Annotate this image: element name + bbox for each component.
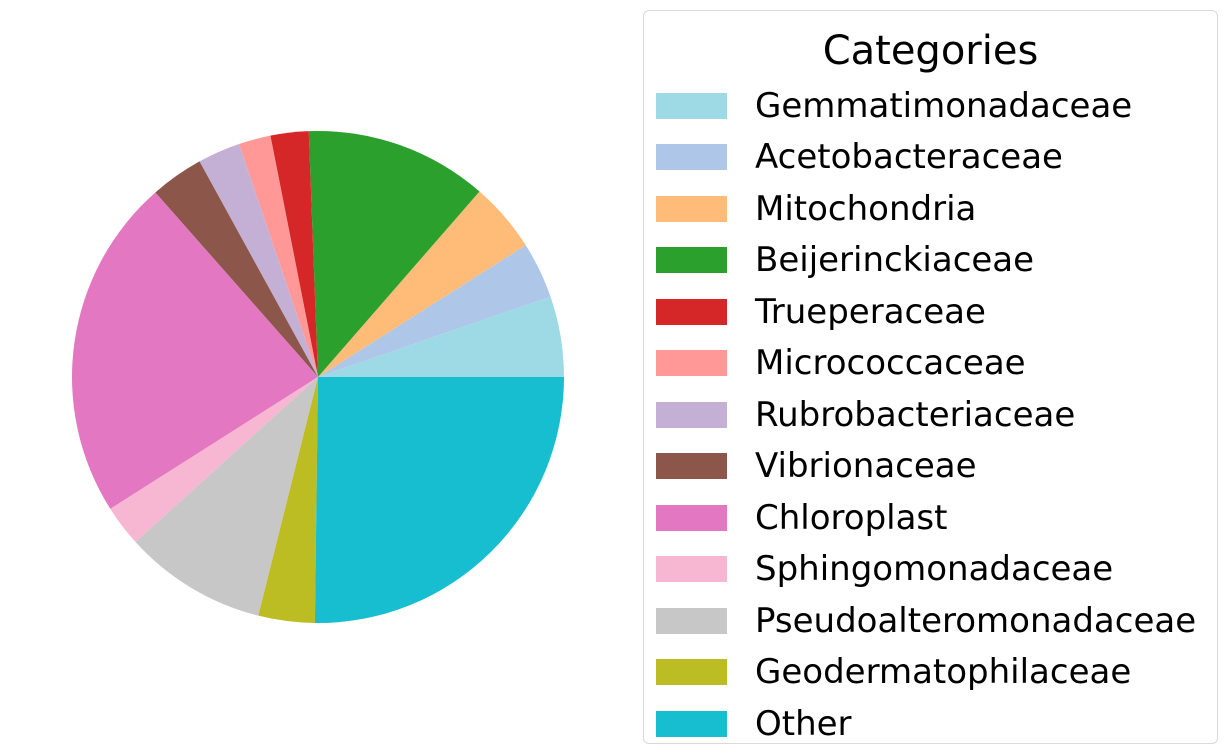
legend-items: Gemmatimonadaceae Acetobacteraceae Mitocho… [656,80,1196,750]
pie-slice-pseudoalteromonadaceae [135,377,318,616]
legend-item-gemmatimonadaceae: Gemmatimonadaceae [656,80,1196,132]
legend-label: Beijerinckiaceae [755,240,1035,281]
legend-item-rubrobacteriaceae: Rubrobacteriaceae [656,389,1196,441]
legend-swatch [656,298,727,325]
legend-swatch [656,92,727,119]
legend-swatch [656,556,727,583]
pie-slice-geodermatophilaceae [258,377,318,623]
legend-item-chloroplast: Chloroplast [656,492,1196,544]
legend-swatch [656,195,727,222]
legend-item-micrococcaceae: Micrococcaceae [656,338,1196,390]
legend-swatch [656,144,727,171]
legend-item-sphingomonadaceae: Sphingomonadaceae [656,544,1196,596]
legend-item-pseudoalteromonadaceae: Pseudoalteromonadaceae [656,595,1196,647]
legend-label: Acetobacteraceae [755,137,1063,178]
legend-swatch [656,247,727,274]
pie-slice-gemmatimonadaceae [318,296,564,377]
legend-label: Micrococcaceae [755,343,1026,384]
pie-slice-acetobacteraceae [318,245,551,377]
pie-slice-beijerinckiaceae [308,131,480,377]
legend-title: Categories [822,28,1039,74]
legend-swatch [656,504,727,531]
legend: Categories Gemmatimonadaceae Acetobactera… [643,10,1218,744]
pie-slice-chloroplast [71,192,318,509]
legend-swatch [656,401,727,428]
pie-slice-sphingomonadaceae [110,377,318,542]
legend-label: Rubrobacteriaceae [755,394,1076,435]
legend-label: Sphingomonadaceae [755,549,1114,590]
legend-swatch [656,710,727,737]
legend-label: Pseudoalteromonadaceae [755,600,1197,641]
pie-plot-area [71,131,564,624]
legend-item-other: Other [656,698,1196,750]
legend-label: Geodermatophilaceae [755,652,1132,693]
pie-slice-micrococcaceae [239,135,318,377]
legend-item-beijerinckiaceae: Beijerinckiaceae [656,235,1196,287]
legend-swatch [656,350,727,377]
pie-slice-rubrobacteriaceae [199,144,318,377]
legend-label: Gemmatimonadaceae [755,85,1133,126]
legend-label: Vibrionaceae [755,446,977,487]
legend-item-geodermatophilaceae: Geodermatophilaceae [656,647,1196,699]
legend-item-trueperaceae: Trueperaceae [656,286,1196,338]
pie-slice-vibrionaceae [155,161,318,377]
legend-swatch [656,659,727,686]
legend-item-mitochondria: Mitochondria [656,183,1196,235]
legend-swatch [656,453,727,480]
pie-slice-other [314,377,564,624]
legend-label: Trueperaceae [755,291,986,332]
legend-swatch [656,607,727,634]
legend-item-vibrionaceae: Vibrionaceae [656,441,1196,493]
legend-label: Mitochondria [755,188,977,229]
legend-label: Other [755,703,852,744]
legend-item-acetobacteraceae: Acetobacteraceae [656,132,1196,184]
pie-slice-mitochondria [318,191,526,377]
legend-label: Chloroplast [755,497,948,538]
pie-slice-trueperaceae [270,131,318,377]
